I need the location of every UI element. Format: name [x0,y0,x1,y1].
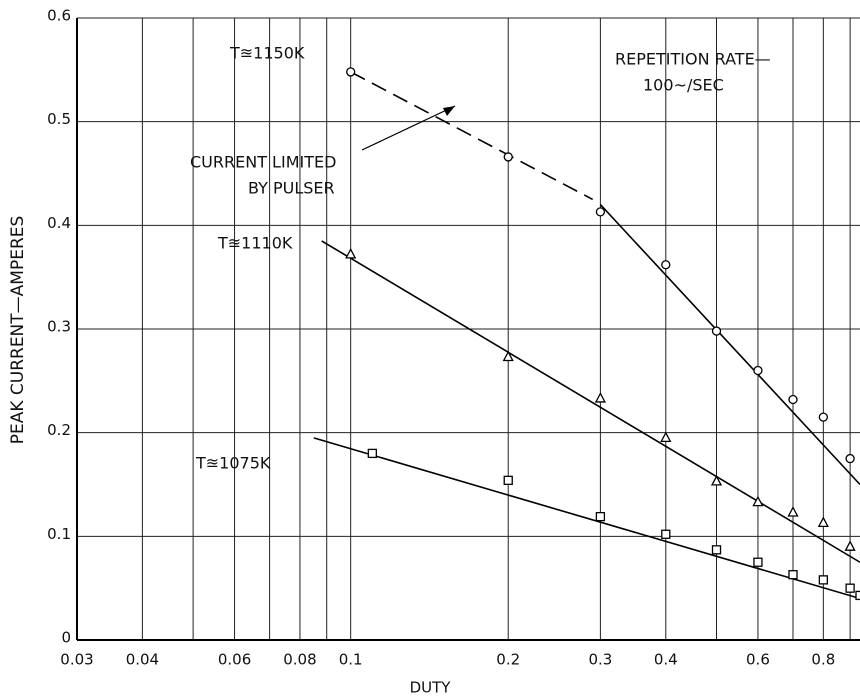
marker [345,247,357,259]
x-tick-label: 0.3 [588,651,612,669]
y-tick-label: 0 [61,629,71,647]
marker [752,495,764,507]
marker [661,529,671,539]
marker [818,412,828,422]
x-tick-label: 0.2 [496,651,520,669]
x-tick-label: 0.04 [126,651,159,669]
y-tick-label: 0.6 [47,7,71,25]
annotation: CURRENT LIMITED [190,153,336,172]
marker [594,392,606,403]
marker [660,431,672,442]
marker [503,152,513,162]
marker [817,516,829,528]
marker [788,394,798,405]
fit-line [321,240,860,563]
y-tick-label: 0.1 [47,525,71,543]
series-label: T≊1075K [195,454,271,473]
x-tick-label: 0.06 [218,651,251,669]
annotation: 100~/SEC [643,76,724,95]
marker [753,557,763,567]
x-tick-label: 0.03 [60,651,93,669]
marker [855,590,860,601]
marker [787,506,799,517]
x-tick-label: 0.8 [811,651,835,669]
marker [845,583,855,593]
y-axis-label: PEAK CURRENT—AMPERES [8,216,28,445]
marker [788,570,798,580]
series-label: T≊1150K [229,44,305,63]
marker [367,448,377,459]
x-tick-label: 0.1 [339,651,363,669]
x-tick-label: 0.6 [746,651,770,669]
marker [844,540,856,551]
series-label: T≊1110K [217,234,293,253]
marker [845,453,855,464]
marker [661,260,671,270]
marker [710,475,723,486]
marker [503,475,513,486]
annotation: REPETITION RATE— [615,50,771,69]
fit-line [599,204,860,486]
y-tick-label: 0.3 [47,318,71,336]
x-tick-label: 0.08 [283,651,316,669]
marker [502,350,514,362]
y-tick-label: 0.2 [47,421,71,439]
y-tick-label: 0.4 [47,214,71,232]
marker [595,207,606,217]
arrow [361,105,456,151]
annotation: BY PULSER [248,179,335,198]
marker [753,365,763,376]
x-axis-label: DUTY [410,679,452,697]
marker [595,511,606,522]
marker [711,545,722,555]
marker [346,67,356,77]
y-tick-label: 0.5 [47,110,71,128]
fit-line [350,71,594,201]
marker [711,326,722,336]
arrow-head [443,106,455,116]
fit-line [313,437,860,600]
marker [818,575,828,585]
x-tick-label: 0.4 [654,651,678,669]
